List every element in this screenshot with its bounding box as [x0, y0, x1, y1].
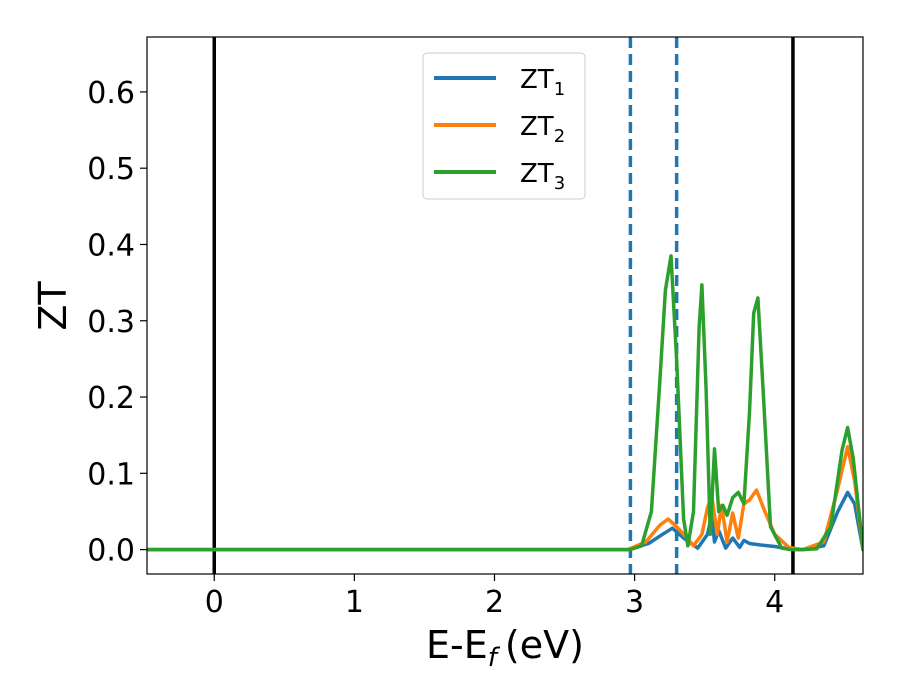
x-tick-label: 2 — [485, 585, 504, 620]
reference-lines — [212, 37, 795, 574]
y-tick-label: 0.6 — [87, 76, 135, 111]
plot-frame — [146, 36, 864, 575]
series-line-zt3 — [147, 254, 863, 552]
y-axis: 0.0 0.1 0.2 0.3 0.4 0.5 0.6 — [87, 76, 147, 569]
legend-box — [422, 52, 586, 200]
y-tick-label: 0.1 — [87, 457, 135, 492]
x-tick-label: 3 — [625, 585, 644, 620]
legend-entry: ZT2 — [520, 112, 565, 147]
x-axis-label: E-Ef (eV) — [426, 623, 584, 673]
x-axis: 0 1 2 3 4 — [205, 574, 784, 620]
series-line-zt2 — [147, 444, 863, 552]
legend-entry: ZT3 — [520, 159, 565, 194]
x-tick-label: 1 — [345, 585, 364, 620]
y-tick-label: 0.0 — [87, 534, 135, 569]
legend-entry: ZT1 — [520, 65, 565, 100]
legend: ZT1 ZT2 ZT3 — [422, 52, 586, 200]
series-line-zt1 — [147, 490, 863, 552]
y-tick-label: 0.2 — [87, 381, 135, 416]
x-tick-label: 4 — [765, 585, 784, 620]
y-tick-label: 0.3 — [87, 305, 135, 340]
y-tick-label: 0.5 — [87, 152, 135, 187]
x-tick-label: 0 — [205, 585, 224, 620]
y-tick-label: 0.4 — [87, 228, 135, 263]
series-layer — [147, 254, 863, 552]
y-axis-label: ZT — [31, 281, 75, 331]
